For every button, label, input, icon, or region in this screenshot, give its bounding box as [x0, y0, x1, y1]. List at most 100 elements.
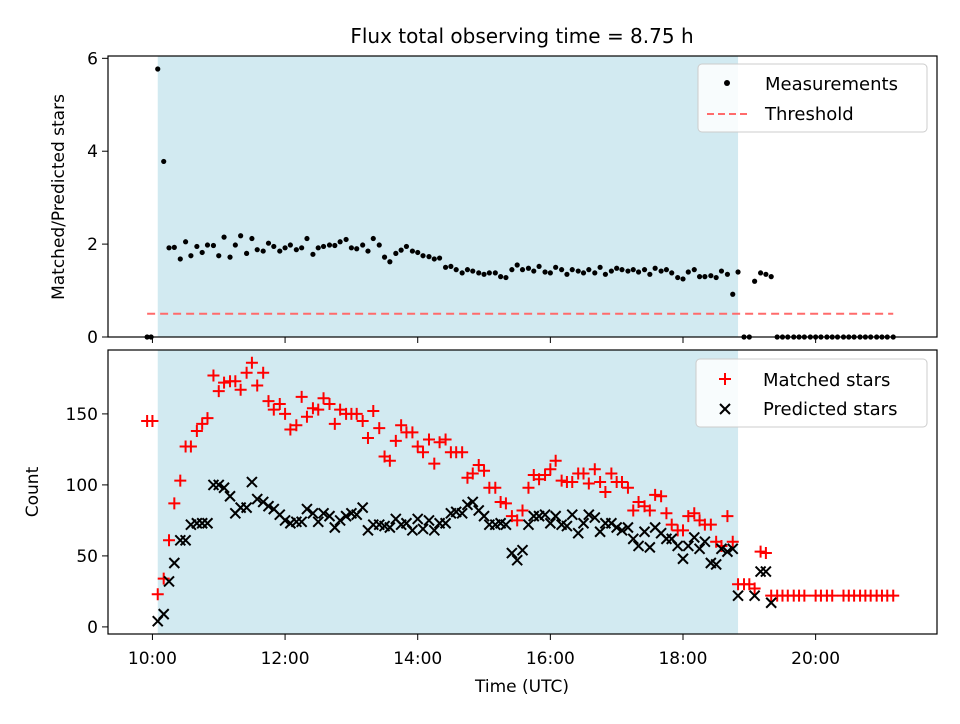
measurement-point: [602, 271, 609, 277]
measurement-point: [575, 268, 581, 274]
measurement-point: [464, 267, 471, 273]
measurement-point: [254, 247, 260, 253]
matched-stars-point: [688, 507, 701, 520]
measurement-point: [260, 248, 266, 254]
measurement-point: [166, 245, 172, 251]
matched-stars-point: [621, 481, 634, 494]
matched-stars-point: [549, 454, 562, 467]
predicted-stars-point: [727, 543, 739, 555]
matched-stars-point: [704, 518, 717, 531]
matched-stars-point: [887, 589, 900, 602]
matched-stars-point: [174, 474, 187, 487]
measurement-point: [536, 263, 542, 270]
measurement-point: [614, 265, 620, 271]
matched-stars-point: [759, 547, 772, 560]
matched-stars-point: [323, 397, 336, 410]
predicted-stars-point: [632, 540, 645, 552]
measurement-point: [486, 270, 492, 276]
top-plot-frame: [107, 55, 938, 338]
matched-stars-point: [411, 440, 424, 453]
bottom-plot-frame: [107, 349, 938, 635]
predicted-stars-point: [179, 534, 192, 546]
matched-stars-point: [367, 405, 380, 418]
predicted-stars-point: [428, 524, 441, 537]
matched-stars-point: [511, 514, 524, 527]
top-series-layer: [144, 66, 896, 340]
matched-stars-point: [676, 524, 689, 537]
bottom-y-tick-label: 100: [66, 476, 98, 496]
predicted-stars-point: [279, 514, 291, 527]
measurement-point: [685, 269, 691, 275]
matched-stars-point: [615, 476, 628, 489]
predicted-stars-point: [616, 524, 628, 537]
measurement-point: [675, 274, 681, 281]
top-y-tick-label: 2: [87, 235, 98, 255]
measurement-point: [310, 251, 316, 257]
measurement-point: [398, 247, 404, 253]
predicted-stars-point: [356, 501, 369, 514]
predicted-stars-point: [561, 520, 573, 532]
bottom-y-axis: 0 50 100 150: [66, 405, 108, 638]
matched-stars-point: [373, 422, 386, 435]
measurement-point: [691, 267, 697, 273]
matched-stars-point: [207, 369, 220, 382]
measurement-point: [608, 268, 614, 274]
measurement-point: [580, 270, 587, 276]
top-legend-box: [697, 63, 928, 133]
bottom-x-axis-label: Time (UTC): [474, 677, 569, 697]
measurement-point: [669, 270, 675, 276]
matched-stars-point: [262, 395, 275, 408]
predicted-stars-point: [323, 510, 336, 522]
matched-stars-point: [417, 446, 430, 459]
measurement-point: [586, 267, 592, 273]
measurement-point: [431, 256, 437, 262]
predicted-stars-point: [682, 540, 695, 552]
matched-stars-point: [456, 446, 469, 459]
predicted-stars-point: [671, 540, 684, 552]
matched-stars-point: [350, 407, 363, 420]
measurements-legend-marker: [724, 80, 730, 86]
measurement-point: [393, 250, 399, 256]
measurement-point: [232, 242, 238, 248]
measurement-point: [453, 267, 459, 273]
predicted-stars-point: [549, 510, 562, 522]
matched-stars-point: [582, 477, 595, 490]
matched-stars-point: [649, 488, 662, 501]
matched-stars-point: [433, 436, 446, 449]
predicted-stars-point: [677, 553, 689, 565]
measurement-point: [249, 235, 255, 242]
matched-stars-point: [234, 383, 247, 396]
matched-stars-point: [660, 507, 673, 520]
matched-stars-point: [389, 434, 402, 447]
measurement-point: [696, 274, 703, 280]
measurement-point: [647, 271, 653, 277]
measurement-point: [348, 245, 354, 251]
matched-stars-point: [566, 476, 579, 489]
legend-measurements-label: Measurements: [765, 74, 898, 95]
measurement-point: [470, 268, 476, 274]
matched-stars-point: [555, 474, 568, 487]
matched-stars-point: [643, 504, 656, 517]
measurement-point: [768, 274, 774, 280]
predicted-stars-point: [688, 531, 700, 544]
predicted-stars-point: [732, 589, 744, 602]
predicted-stars-point: [312, 516, 324, 528]
bottom-y-tick-label: 150: [66, 405, 98, 425]
matched-stars-point: [655, 490, 668, 503]
matched-stars-point: [267, 403, 280, 416]
predicted-legend-marker: [719, 403, 731, 415]
matched-stars-point: [798, 589, 811, 602]
matched-stars-point: [245, 356, 258, 369]
predicted-stars-point: [439, 517, 452, 529]
measurement-point: [403, 243, 410, 250]
measurement-point: [315, 245, 321, 251]
matched-stars-point: [428, 457, 441, 470]
predicted-stars-point: [715, 543, 728, 555]
measurement-point: [155, 66, 161, 72]
top-y-axis-label: Matched/Predicted stars: [49, 94, 69, 300]
measurement-point: [343, 236, 349, 243]
matched-stars-point: [279, 407, 292, 420]
bottom-x-tick-label: 16:00: [526, 649, 575, 669]
measurement-point: [752, 278, 758, 284]
matched-stars-point: [151, 588, 164, 601]
